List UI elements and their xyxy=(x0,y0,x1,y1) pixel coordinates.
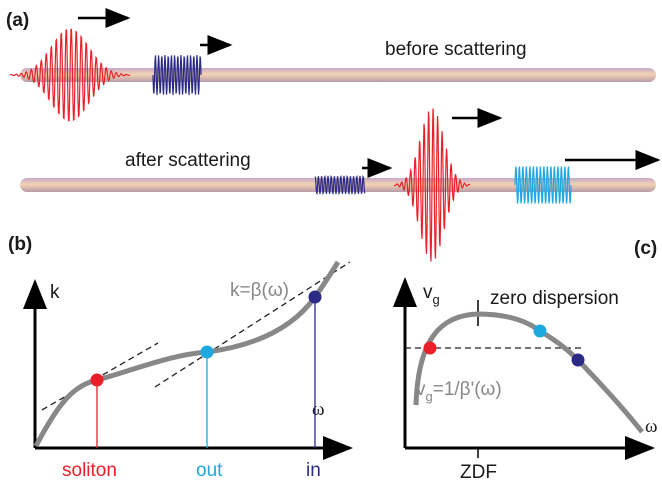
symbol: v xyxy=(423,282,433,303)
curve-label: vg=1/β'(ω) xyxy=(416,379,502,404)
formula: =1/β'(ω) xyxy=(433,379,502,400)
curve-label: k=β(ω) xyxy=(230,280,289,301)
wave-packet xyxy=(9,28,131,122)
axis-label: vg xyxy=(423,282,440,307)
subscript: g xyxy=(426,389,433,404)
wave-packet xyxy=(152,54,202,96)
marker-label: soliton xyxy=(62,460,117,481)
in-dot xyxy=(308,290,322,304)
annotation: zero dispersion xyxy=(490,288,619,309)
arrows xyxy=(78,8,661,178)
caption: before scattering xyxy=(385,39,527,60)
group-velocity-curve xyxy=(413,311,644,434)
axis-label: ω xyxy=(312,399,325,420)
symbol: v xyxy=(416,379,426,400)
wave-packet xyxy=(514,166,572,204)
out-dot xyxy=(200,345,214,359)
in-dot xyxy=(571,353,585,367)
soliton-dot xyxy=(423,341,437,355)
subscript: g xyxy=(433,292,440,307)
marker-label: in xyxy=(306,460,321,481)
wave-packet xyxy=(314,174,366,196)
axis-label: ω xyxy=(645,416,658,437)
panel-label: (a) xyxy=(6,10,29,31)
wave-packet xyxy=(393,108,471,262)
marker-label: out xyxy=(196,460,223,481)
panel-label: (c) xyxy=(634,238,657,259)
axis-label: k xyxy=(50,282,60,303)
caption: after scattering xyxy=(125,150,251,171)
wave-packets xyxy=(9,28,572,262)
axes xyxy=(393,277,655,460)
axes xyxy=(23,279,353,460)
tangents xyxy=(41,261,351,411)
dispersion-curve xyxy=(33,260,341,448)
panel-label: (b) xyxy=(8,234,32,255)
out-dot xyxy=(533,324,547,338)
soliton-dot xyxy=(90,373,104,387)
tick-label: ZDF xyxy=(460,462,497,483)
